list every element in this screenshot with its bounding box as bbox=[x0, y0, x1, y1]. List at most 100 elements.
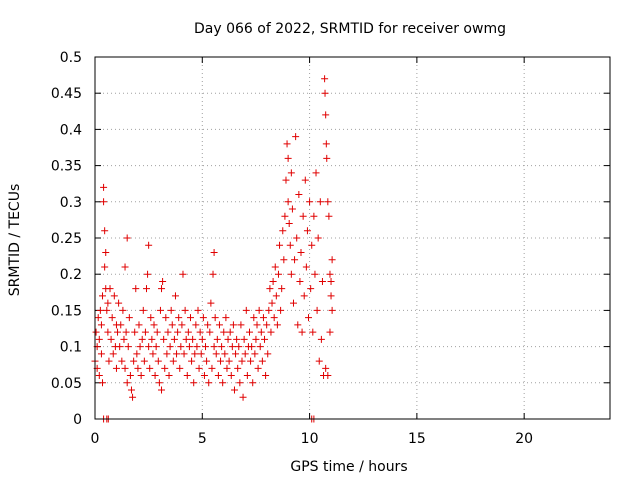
data-point bbox=[114, 328, 122, 336]
data-point bbox=[168, 321, 176, 329]
data-point bbox=[186, 314, 194, 322]
axis-ticks bbox=[94, 56, 610, 420]
x-axis-label: GPS time / hours bbox=[290, 459, 407, 475]
data-point bbox=[253, 321, 261, 329]
data-point bbox=[288, 205, 296, 213]
data-point bbox=[135, 321, 143, 329]
data-point bbox=[234, 364, 242, 372]
data-point bbox=[286, 241, 294, 249]
data-point bbox=[130, 357, 138, 365]
data-point bbox=[95, 372, 103, 380]
data-point bbox=[250, 314, 258, 322]
data-point bbox=[167, 306, 175, 314]
data-point bbox=[199, 314, 207, 322]
data-point bbox=[205, 379, 213, 387]
data-point bbox=[270, 314, 278, 322]
data-point bbox=[287, 270, 295, 278]
data-point bbox=[180, 350, 188, 358]
data-point bbox=[145, 241, 153, 249]
data-point bbox=[217, 357, 225, 365]
data-point bbox=[229, 321, 237, 329]
x-tick-label: 15 bbox=[408, 431, 426, 447]
data-point bbox=[195, 364, 203, 372]
data-point bbox=[122, 328, 130, 336]
data-point bbox=[106, 285, 114, 293]
data-point bbox=[285, 220, 293, 228]
data-point bbox=[143, 285, 150, 293]
data-point bbox=[239, 393, 247, 401]
tick-labels: 0 5 10 15 20 0 0.05 0.1 0.15 0.2 0.25 0.3 0.35 0.4 0.4… bbox=[51, 50, 533, 447]
data-point bbox=[210, 343, 218, 351]
data-point bbox=[94, 314, 102, 322]
data-point bbox=[121, 364, 129, 372]
x-tick-label: 10 bbox=[301, 431, 319, 447]
data-point bbox=[321, 89, 329, 97]
data-point bbox=[170, 335, 178, 343]
data-point bbox=[112, 364, 120, 372]
data-point bbox=[206, 328, 214, 336]
y-tick-label: 0.1 bbox=[60, 340, 82, 356]
data-point bbox=[282, 176, 290, 184]
data-point bbox=[325, 212, 333, 220]
data-point bbox=[306, 198, 314, 206]
data-point bbox=[241, 350, 249, 358]
data-point bbox=[185, 343, 193, 351]
data-point bbox=[175, 314, 183, 322]
data-point bbox=[233, 335, 241, 343]
data-point bbox=[156, 306, 164, 314]
data-point bbox=[222, 314, 230, 322]
data-point bbox=[243, 372, 251, 380]
data-point bbox=[120, 335, 128, 343]
data-point bbox=[259, 314, 267, 322]
data-point bbox=[178, 321, 186, 329]
data-point bbox=[281, 212, 289, 220]
data-point bbox=[153, 328, 161, 336]
data-point bbox=[119, 306, 127, 314]
data-point bbox=[302, 263, 310, 271]
data-point bbox=[97, 321, 105, 329]
data-point bbox=[208, 364, 216, 372]
data-point bbox=[133, 350, 141, 358]
data-point bbox=[155, 379, 163, 387]
data-point bbox=[104, 299, 112, 307]
data-point bbox=[129, 393, 137, 401]
data-point bbox=[308, 241, 316, 249]
data-point bbox=[283, 140, 291, 148]
data-point bbox=[284, 198, 292, 206]
data-point bbox=[202, 343, 210, 351]
data-point bbox=[204, 321, 212, 329]
data-point bbox=[97, 350, 105, 358]
data-point bbox=[141, 328, 149, 336]
data-point bbox=[268, 299, 276, 307]
data-point bbox=[322, 111, 330, 119]
data-point bbox=[215, 321, 223, 329]
data-point bbox=[289, 299, 297, 307]
data-point bbox=[274, 270, 282, 278]
data-point bbox=[140, 357, 148, 365]
data-point bbox=[194, 306, 202, 314]
data-point bbox=[280, 256, 288, 264]
data-point bbox=[165, 372, 173, 380]
data-point bbox=[146, 364, 154, 372]
data-point bbox=[177, 343, 185, 351]
y-tick-label: 0.3 bbox=[60, 195, 82, 211]
data-point bbox=[254, 364, 262, 372]
data-point bbox=[265, 306, 273, 314]
data-point bbox=[149, 350, 157, 358]
data-point bbox=[315, 357, 323, 365]
data-point bbox=[256, 343, 264, 351]
data-point bbox=[99, 292, 107, 300]
data-point bbox=[139, 306, 147, 314]
data-point bbox=[272, 292, 280, 300]
data-point bbox=[300, 292, 308, 300]
data-point bbox=[192, 321, 200, 329]
data-point bbox=[287, 169, 295, 177]
grid-lines bbox=[95, 57, 610, 419]
data-point bbox=[134, 364, 142, 372]
data-point bbox=[326, 328, 334, 336]
data-point bbox=[104, 328, 112, 336]
data-point bbox=[163, 350, 171, 358]
y-tick-label: 0.45 bbox=[51, 86, 82, 102]
data-point bbox=[312, 169, 320, 177]
